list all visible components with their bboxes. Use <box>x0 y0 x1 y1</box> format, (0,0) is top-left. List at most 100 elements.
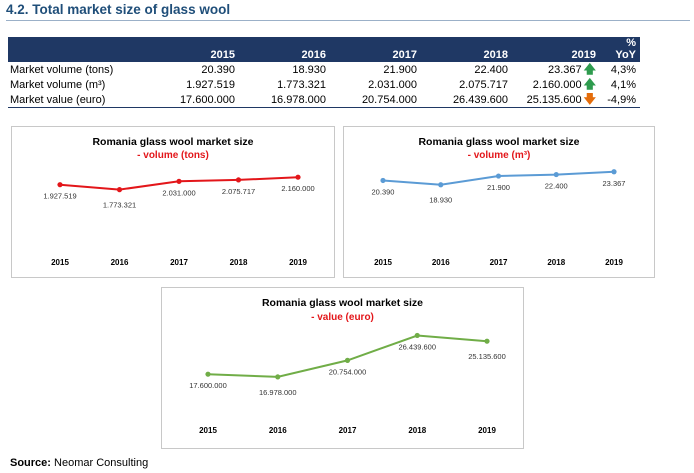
row-label: Market volume (m³) <box>10 78 106 91</box>
chart-title: Romania glass wool market size <box>92 136 253 148</box>
line-chart-3: Romania glass wool market size - value (e… <box>189 297 506 435</box>
x-tick-label: 2018 <box>547 258 565 267</box>
x-tick-label: 2017 <box>170 258 188 267</box>
cell-value: 23.367 <box>548 64 582 76</box>
table-row: Market volume (tons) 20.390 18.930 21.90… <box>8 62 640 77</box>
data-label: 18.930 <box>429 196 452 205</box>
data-point <box>176 178 182 184</box>
source-note: Source: Neomar Consulting <box>10 457 148 469</box>
header-yoy: % YoY <box>615 37 636 61</box>
data-point <box>553 171 559 178</box>
chart-subtitle: - volume (m³) <box>468 150 531 161</box>
data-label: 21.900 <box>487 183 510 192</box>
x-tick-label: 2019 <box>478 426 496 435</box>
cell-value: 25.135.600 <box>526 94 582 106</box>
cell-value: 18.930 <box>292 63 326 76</box>
cell-value: 2.075.717 <box>459 78 508 91</box>
chart-panel-1: Romania glass wool market size - volume (… <box>11 126 335 278</box>
data-point <box>116 187 123 193</box>
data-point <box>235 177 242 183</box>
data-point <box>295 174 301 180</box>
data-label: 1.927.519 <box>43 192 76 201</box>
source-label: Source: <box>10 457 51 469</box>
header-year-2016: 2016 <box>301 49 326 61</box>
data-point <box>495 173 502 179</box>
x-tick-label: 2016 <box>269 426 287 435</box>
x-tick-label: 2019 <box>289 258 307 267</box>
data-point <box>484 338 490 344</box>
x-tick-label: 2015 <box>374 258 392 267</box>
x-tick-label: 2019 <box>605 258 623 267</box>
cell-value-2019: 25.135.600 🡇 <box>512 92 600 108</box>
header-year-2017: 2017 <box>392 49 417 61</box>
x-tick-label: 2017 <box>339 426 357 435</box>
cell-value: 26.439.600 <box>421 92 512 108</box>
data-point <box>438 182 444 188</box>
table-header-row: 2015 2016 2017 2018 2019 % YoY <box>8 37 640 62</box>
arrow-up-icon: 🡅 <box>583 77 596 91</box>
data-label: 17.600.000 <box>189 381 227 390</box>
cell-value-2019: 2.160.000 🡅 <box>512 77 600 92</box>
chart-title: Romania glass wool market size <box>262 297 423 309</box>
cell-yoy: -4,9% <box>600 92 640 108</box>
cell-value: 1.773.321 <box>277 78 326 91</box>
data-label: 1.773.321 <box>103 201 136 210</box>
x-tick-label: 2016 <box>111 258 129 267</box>
data-point <box>205 371 211 377</box>
cell-value: 17.600.000 <box>148 92 239 108</box>
section-title: 4.2. Total market size of glass wool <box>6 2 231 17</box>
line-chart-2: Romania glass wool market size - volume (… <box>372 136 626 267</box>
cell-value: 2.031.000 <box>368 78 417 91</box>
data-label: 20.754.000 <box>329 367 367 376</box>
cell-yoy: 4,3% <box>610 63 636 76</box>
data-label: 2.075.717 <box>222 187 255 196</box>
x-tick-label: 2016 <box>432 258 450 267</box>
data-point <box>611 169 617 175</box>
header-year-2018: 2018 <box>483 49 508 61</box>
data-label: 2.160.000 <box>281 184 314 193</box>
data-label: 2.031.000 <box>162 188 195 197</box>
row-label: Market value (euro) <box>8 92 148 108</box>
x-tick-label: 2015 <box>199 426 217 435</box>
x-tick-label: 2015 <box>51 258 69 267</box>
arrow-up-icon: 🡅 <box>583 62 596 76</box>
cell-value: 1.927.519 <box>186 78 235 91</box>
chart-subtitle: - value (euro) <box>311 312 374 323</box>
data-point <box>344 357 351 363</box>
chart-panel-2: Romania glass wool market size - volume (… <box>343 126 655 278</box>
cell-yoy: 4,1% <box>610 78 636 91</box>
data-label: 23.367 <box>603 179 626 188</box>
market-size-table: 2015 2016 2017 2018 2019 % YoY Market vo… <box>8 37 640 108</box>
data-point <box>57 182 63 188</box>
title-divider <box>6 20 690 21</box>
arrow-down-icon: 🡇 <box>583 92 596 106</box>
data-point <box>275 374 281 380</box>
source-text: Neomar Consulting <box>54 457 149 469</box>
cell-value: 20.390 <box>201 63 235 76</box>
data-label: 20.390 <box>372 187 395 196</box>
line-chart-1: Romania glass wool market size - volume (… <box>43 136 314 267</box>
row-label: Market volume (tons) <box>10 63 114 76</box>
cell-value: 22.400 <box>474 63 508 76</box>
table-row: Market volume (m³) 1.927.519 1.773.321 2… <box>8 77 640 92</box>
table-row: Market value (euro) 17.600.000 16.978.00… <box>8 92 640 108</box>
data-label: 26.439.600 <box>398 342 436 351</box>
data-point <box>380 177 386 184</box>
cell-value: 16.978.000 <box>239 92 330 108</box>
header-year-2015: 2015 <box>210 49 235 61</box>
x-tick-label: 2018 <box>230 258 248 267</box>
header-label-cell <box>8 37 148 62</box>
chart-title: Romania glass wool market size <box>418 136 579 148</box>
cell-value: 2.160.000 <box>532 79 582 91</box>
header-year-2019: 2019 <box>571 49 596 61</box>
data-point <box>414 332 420 339</box>
cell-value: 21.900 <box>383 63 417 76</box>
data-label: 16.978.000 <box>259 388 297 397</box>
data-label: 25.135.600 <box>468 352 506 361</box>
x-tick-label: 2017 <box>490 258 508 267</box>
cell-value: 20.754.000 <box>330 92 421 108</box>
chart-subtitle: - volume (tons) <box>137 150 209 161</box>
chart-panel-3: Romania glass wool market size - value (e… <box>161 287 524 449</box>
cell-value-2019: 23.367 🡅 <box>512 62 600 77</box>
data-label: 22.400 <box>545 182 568 191</box>
